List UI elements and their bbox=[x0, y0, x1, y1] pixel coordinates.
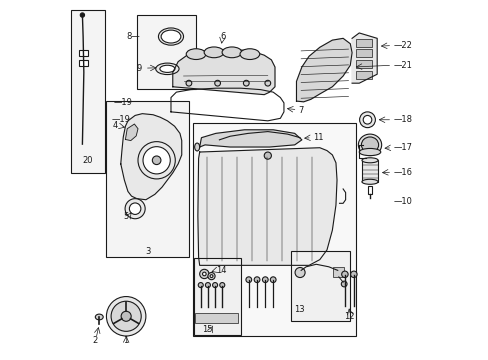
Circle shape bbox=[198, 283, 203, 288]
Text: 3: 3 bbox=[144, 247, 150, 256]
Circle shape bbox=[111, 301, 141, 331]
Circle shape bbox=[219, 283, 224, 288]
Ellipse shape bbox=[194, 143, 199, 151]
Circle shape bbox=[80, 13, 84, 17]
Circle shape bbox=[270, 277, 276, 283]
Polygon shape bbox=[121, 114, 182, 200]
Circle shape bbox=[245, 277, 251, 283]
Circle shape bbox=[152, 156, 161, 165]
Circle shape bbox=[243, 80, 249, 86]
Circle shape bbox=[106, 297, 145, 336]
Text: 5: 5 bbox=[123, 212, 128, 221]
Text: —21: —21 bbox=[392, 61, 411, 70]
Text: 4: 4 bbox=[113, 121, 118, 130]
Text: 8—: 8— bbox=[126, 32, 140, 41]
Circle shape bbox=[262, 277, 267, 283]
Ellipse shape bbox=[361, 158, 377, 163]
Circle shape bbox=[202, 272, 206, 276]
Text: 13: 13 bbox=[293, 305, 304, 314]
Bar bbox=[193, 258, 241, 335]
Circle shape bbox=[185, 80, 191, 86]
Text: —10: —10 bbox=[392, 197, 411, 206]
Circle shape bbox=[205, 283, 210, 288]
Circle shape bbox=[359, 112, 375, 128]
Text: 20: 20 bbox=[82, 156, 93, 165]
Bar bbox=[79, 50, 88, 56]
Text: 7: 7 bbox=[298, 105, 303, 114]
Text: —18: —18 bbox=[392, 115, 411, 124]
Bar bbox=[195, 313, 237, 323]
Bar bbox=[106, 101, 188, 257]
Bar bbox=[355, 60, 371, 68]
Circle shape bbox=[341, 271, 347, 278]
Circle shape bbox=[254, 277, 260, 283]
Ellipse shape bbox=[160, 65, 175, 72]
Text: 1: 1 bbox=[123, 336, 128, 345]
Polygon shape bbox=[198, 148, 336, 265]
Ellipse shape bbox=[158, 28, 183, 45]
Text: 6: 6 bbox=[220, 32, 225, 41]
Circle shape bbox=[199, 269, 208, 279]
Text: 12: 12 bbox=[344, 312, 354, 321]
Circle shape bbox=[350, 271, 356, 278]
Bar bbox=[355, 49, 371, 57]
Bar bbox=[367, 186, 371, 194]
Polygon shape bbox=[296, 39, 351, 102]
Circle shape bbox=[294, 267, 305, 278]
Bar bbox=[355, 71, 371, 79]
Circle shape bbox=[207, 273, 215, 280]
Circle shape bbox=[121, 311, 131, 321]
Circle shape bbox=[138, 141, 175, 179]
Bar bbox=[79, 59, 88, 66]
Text: 14: 14 bbox=[216, 266, 226, 275]
Circle shape bbox=[341, 281, 346, 287]
Text: 11: 11 bbox=[312, 133, 323, 142]
Bar bbox=[290, 251, 349, 320]
Bar bbox=[355, 39, 371, 46]
Bar bbox=[333, 267, 344, 277]
Polygon shape bbox=[199, 130, 301, 147]
Circle shape bbox=[264, 80, 270, 86]
Ellipse shape bbox=[203, 47, 224, 58]
Circle shape bbox=[363, 116, 371, 124]
Ellipse shape bbox=[358, 134, 381, 156]
Text: —19: —19 bbox=[113, 98, 132, 107]
Ellipse shape bbox=[186, 49, 205, 59]
Polygon shape bbox=[125, 124, 138, 140]
Bar bbox=[137, 15, 196, 89]
Text: —19: —19 bbox=[112, 115, 130, 124]
Circle shape bbox=[129, 203, 141, 215]
Circle shape bbox=[142, 147, 170, 174]
Text: 2: 2 bbox=[92, 336, 97, 345]
Circle shape bbox=[212, 283, 217, 288]
Ellipse shape bbox=[361, 137, 378, 153]
Ellipse shape bbox=[161, 30, 181, 43]
Ellipse shape bbox=[95, 314, 103, 320]
Ellipse shape bbox=[240, 49, 259, 59]
Ellipse shape bbox=[222, 47, 241, 58]
Circle shape bbox=[264, 152, 271, 159]
Circle shape bbox=[125, 199, 145, 219]
Text: 15: 15 bbox=[201, 325, 212, 334]
Bar bbox=[70, 10, 104, 173]
Circle shape bbox=[214, 80, 220, 86]
Polygon shape bbox=[172, 49, 274, 95]
Polygon shape bbox=[351, 33, 376, 83]
Text: —22: —22 bbox=[392, 41, 411, 50]
Ellipse shape bbox=[361, 179, 377, 184]
Text: 9: 9 bbox=[136, 64, 142, 73]
Bar bbox=[362, 160, 378, 182]
Ellipse shape bbox=[155, 63, 179, 75]
Circle shape bbox=[210, 275, 212, 278]
Ellipse shape bbox=[359, 148, 380, 156]
Text: —17: —17 bbox=[392, 143, 411, 152]
Text: —16: —16 bbox=[392, 168, 411, 177]
Bar bbox=[192, 123, 355, 336]
